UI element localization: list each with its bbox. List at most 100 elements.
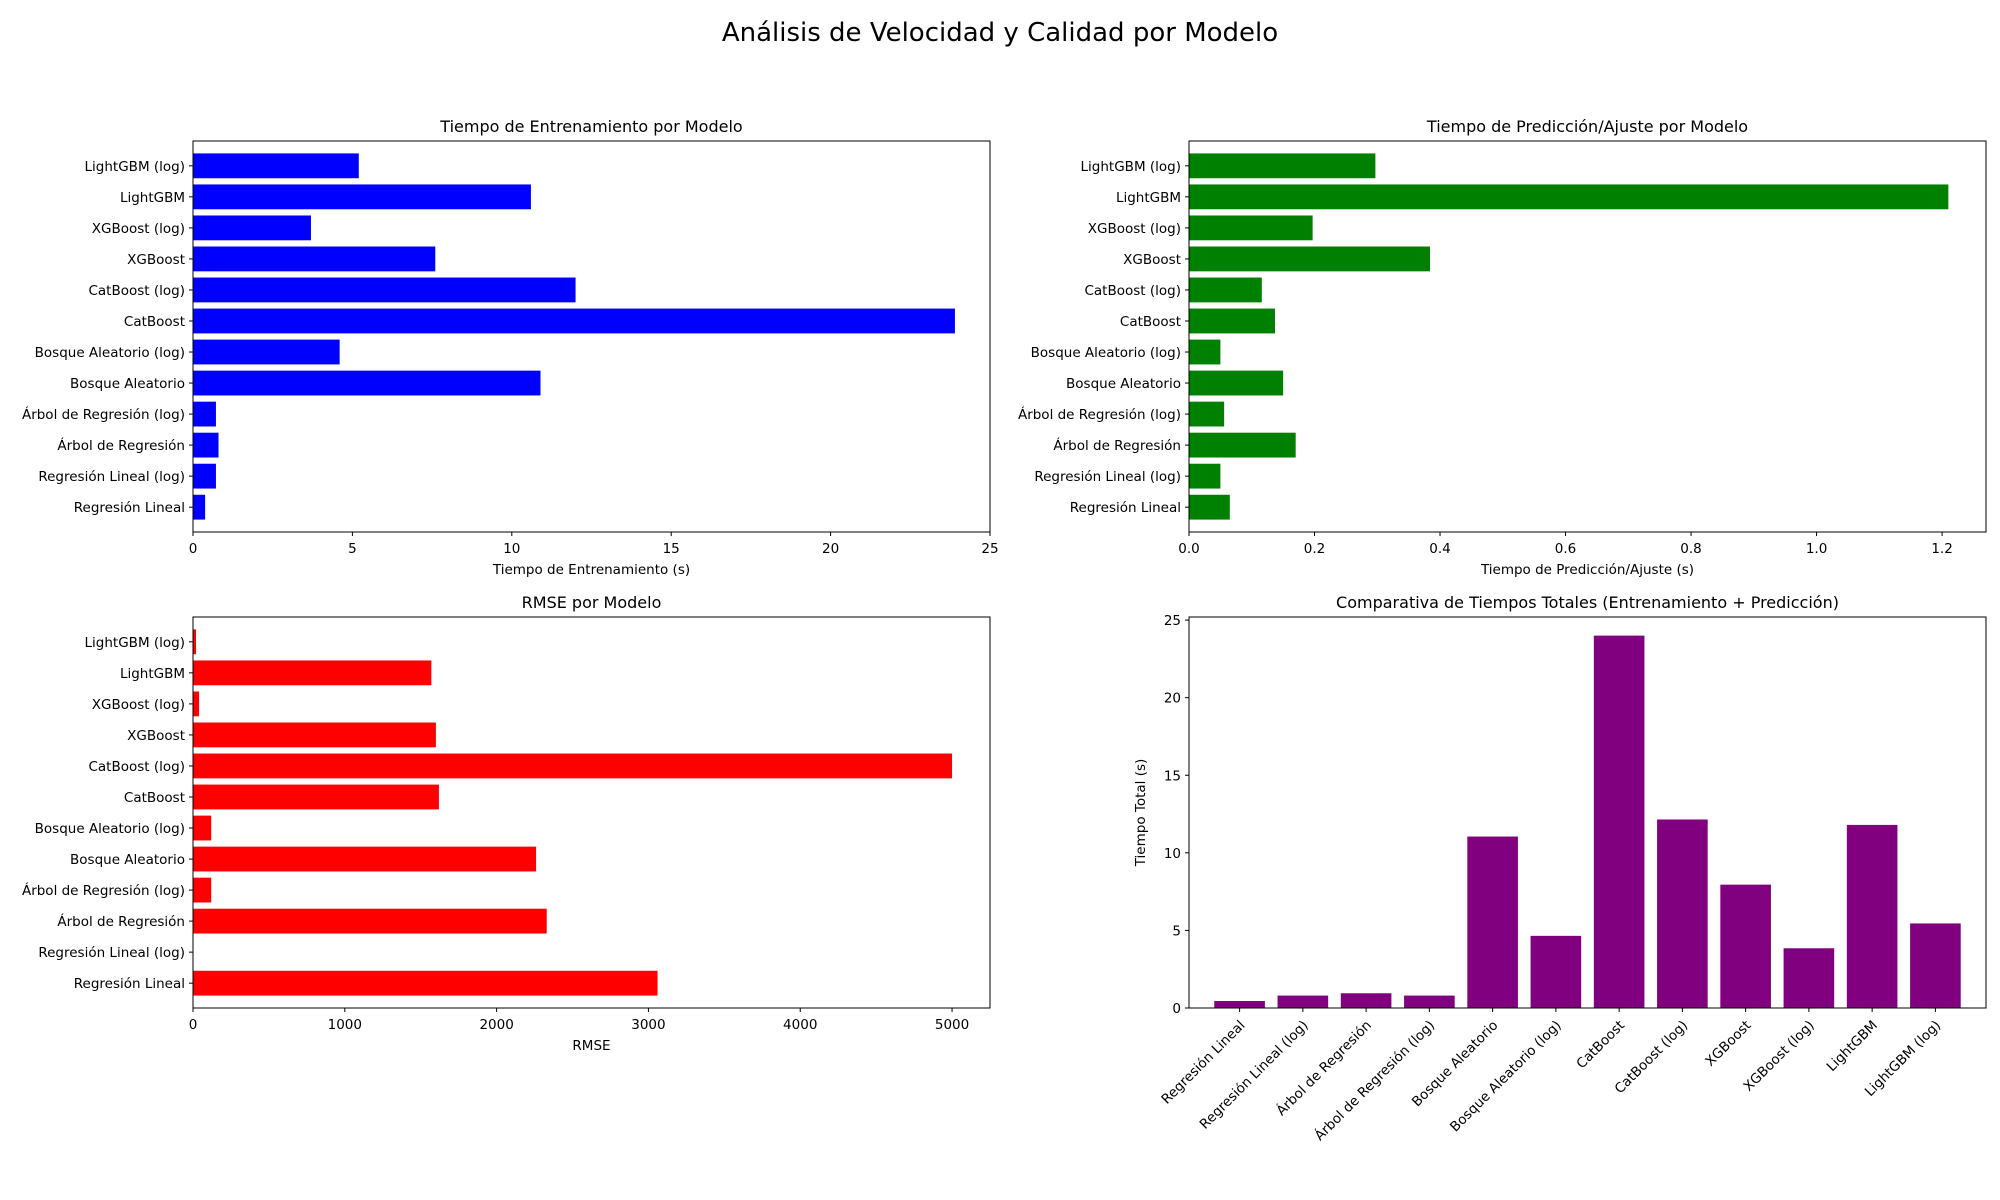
ytick-label: LightGBM (log) xyxy=(1081,159,1181,175)
bar-arbol-de-regresion xyxy=(1340,993,1392,1008)
ytick-label: Árbol de Regresión xyxy=(57,913,185,930)
xtick-label: CatBoost xyxy=(1573,1018,1628,1073)
ytick-label: Bosque Aleatorio (log) xyxy=(35,345,185,361)
bar-catboost xyxy=(1593,635,1645,1008)
ytick-label: Árbol de Regresión (log) xyxy=(22,406,185,423)
ytick-label: XGBoost (log) xyxy=(92,221,185,237)
bar-lightgbm xyxy=(1846,824,1898,1008)
ytick-label: Regresión Lineal (log) xyxy=(38,469,185,485)
chart-title: Tiempo de Predicción/Ajuste por Modelo xyxy=(1426,117,1748,136)
ytick-label: CatBoost xyxy=(1120,314,1181,330)
chart-title: Comparativa de Tiempos Totales (Entrenam… xyxy=(1336,593,1839,612)
bar-arbol-de-regresion xyxy=(1189,432,1296,458)
xtick-label: 0.8 xyxy=(1680,541,1701,557)
bar-arbol-de-regresion-log xyxy=(1404,995,1455,1008)
ytick-label: XGBoost (log) xyxy=(1088,221,1181,237)
bar-catboost xyxy=(193,308,955,334)
bar-bosque-aleatorio xyxy=(1467,836,1518,1008)
bar-bosque-aleatorio-log xyxy=(1189,339,1221,365)
ytick-label: 0 xyxy=(1172,1001,1181,1017)
bar-bosque-aleatorio-log xyxy=(193,339,340,365)
xtick-label: Bosque Aleatorio (log) xyxy=(1447,1018,1565,1136)
xtick-label: 0.6 xyxy=(1555,541,1576,557)
ytick-label: Regresión Lineal (log) xyxy=(1034,469,1181,485)
bar-bosque-aleatorio-log xyxy=(1530,935,1582,1008)
y-axis-label: Tiempo Total (s) xyxy=(1133,759,1149,868)
ytick-label: Bosque Aleatorio xyxy=(70,852,185,868)
bar-lightgbm-log xyxy=(193,629,197,655)
bar-arbol-de-regresion-log xyxy=(193,401,216,427)
bar-catboost-log xyxy=(193,753,953,779)
ytick-label: 20 xyxy=(1164,691,1181,707)
ytick-label: LightGBM xyxy=(120,666,185,682)
bar-regresion-lineal xyxy=(193,494,206,520)
bar-regresion-lineal xyxy=(193,970,658,996)
bar-bosque-aleatorio xyxy=(1189,370,1284,396)
xtick-label: 25 xyxy=(981,541,998,557)
bar-catboost-log xyxy=(193,277,576,303)
chart-panel-1: Tiempo de Entrenamiento por Modelo Regres… xyxy=(22,117,999,578)
ytick-label: Bosque Aleatorio (log) xyxy=(1031,345,1181,361)
bar-xgboost xyxy=(1720,884,1771,1008)
axes-frame xyxy=(1188,616,1987,1009)
xtick-label: 5 xyxy=(348,541,357,557)
bar-lightgbm-log xyxy=(1910,923,1961,1008)
chart-panel-3: RMSE por Modelo Regresión Lineal Regresión… xyxy=(22,593,991,1054)
ytick-label: Regresión Lineal (log) xyxy=(38,945,185,961)
bar-bosque-aleatorio xyxy=(193,370,541,396)
xtick-label: Árbol de Regresión (log) xyxy=(1311,1017,1438,1144)
chart-title: RMSE por Modelo xyxy=(522,593,662,612)
x-axis-label: RMSE xyxy=(572,1038,610,1054)
ytick-label: XGBoost xyxy=(127,728,185,744)
xtick-label: XGBoost xyxy=(1702,1018,1754,1070)
bar-xgboost-log xyxy=(1783,948,1835,1008)
bar-regresion-lineal-log xyxy=(1189,463,1221,489)
bar-regresion-lineal-log xyxy=(193,463,216,489)
bar-xgboost xyxy=(193,722,436,748)
bar-arbol-de-regresion-log xyxy=(193,877,212,903)
chart-panel-2: Tiempo de Predicción/Ajuste por Modelo Re… xyxy=(1018,117,1987,578)
ytick-label: Árbol de Regresión xyxy=(57,437,185,454)
bar-catboost xyxy=(193,784,439,810)
ytick-label: Árbol de Regresión (log) xyxy=(22,882,185,899)
bar-xgboost xyxy=(1189,246,1430,272)
bar-lightgbm-log xyxy=(193,153,359,179)
ytick-label: 10 xyxy=(1164,846,1181,862)
ytick-label: CatBoost xyxy=(124,790,185,806)
ytick-label: XGBoost (log) xyxy=(92,697,185,713)
bar-bosque-aleatorio xyxy=(193,846,537,872)
bar-xgboost-log xyxy=(193,691,200,717)
xtick-label: 20 xyxy=(822,541,839,557)
axes-frame xyxy=(192,140,991,533)
ytick-label: Árbol de Regresión xyxy=(1053,437,1181,454)
xtick-label: 4000 xyxy=(783,1017,817,1033)
ytick-label: XGBoost xyxy=(1123,252,1181,268)
ytick-label: 5 xyxy=(1172,923,1181,939)
xtick-label: 1.2 xyxy=(1931,541,1952,557)
ytick-label: 15 xyxy=(1164,768,1181,784)
axes-frame xyxy=(192,616,991,1009)
bar-catboost xyxy=(1189,308,1275,334)
bar-lightgbm-log xyxy=(1189,153,1376,179)
ytick-label: XGBoost xyxy=(127,252,185,268)
bar-xgboost-log xyxy=(193,215,311,241)
figure-title: Análisis de Velocidad y Calidad por Mode… xyxy=(721,18,1279,48)
ytick-label: CatBoost (log) xyxy=(1084,283,1181,299)
xtick-label: Regresión Lineal (log) xyxy=(1197,1018,1312,1133)
chart-title: Tiempo de Entrenamiento por Modelo xyxy=(439,117,742,136)
xtick-label: 1000 xyxy=(328,1017,362,1033)
xtick-label: 1.0 xyxy=(1806,541,1827,557)
ytick-label: LightGBM (log) xyxy=(85,159,185,175)
x-axis-label: Tiempo de Predicción/Ajuste (s) xyxy=(1480,562,1694,578)
bar-lightgbm xyxy=(1189,184,1949,210)
bar-arbol-de-regresion-log xyxy=(1189,401,1225,427)
ytick-label: Árbol de Regresión (log) xyxy=(1018,406,1181,423)
ytick-label: LightGBM xyxy=(1116,190,1181,206)
ytick-label: Regresión Lineal xyxy=(1070,500,1181,516)
bar-lightgbm xyxy=(193,184,531,210)
bar-xgboost-log xyxy=(1189,215,1313,241)
ytick-label: 25 xyxy=(1164,613,1181,629)
ytick-label: Bosque Aleatorio xyxy=(1066,376,1181,392)
xtick-label: 3000 xyxy=(631,1017,665,1033)
